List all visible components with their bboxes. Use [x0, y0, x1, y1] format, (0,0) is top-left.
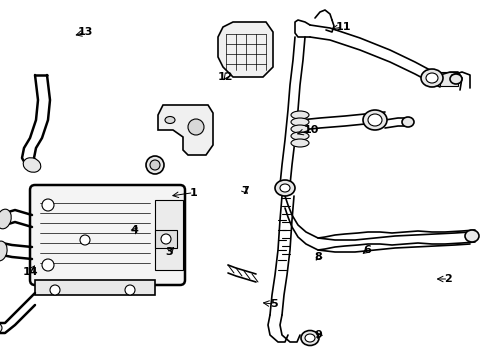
Polygon shape: [218, 22, 273, 77]
Circle shape: [42, 199, 54, 211]
Circle shape: [125, 285, 135, 295]
FancyBboxPatch shape: [35, 280, 155, 295]
Ellipse shape: [165, 117, 175, 123]
Text: 8: 8: [315, 252, 322, 262]
Ellipse shape: [450, 74, 462, 84]
Ellipse shape: [280, 184, 290, 192]
Text: 6: 6: [364, 245, 371, 255]
Text: 12: 12: [218, 72, 233, 82]
FancyBboxPatch shape: [155, 200, 183, 270]
Circle shape: [42, 259, 54, 271]
Circle shape: [150, 160, 160, 170]
Ellipse shape: [301, 330, 319, 346]
Circle shape: [188, 119, 204, 135]
Text: 7: 7: [241, 186, 249, 196]
Circle shape: [50, 285, 60, 295]
Ellipse shape: [0, 322, 2, 334]
Text: 2: 2: [444, 274, 452, 284]
FancyBboxPatch shape: [440, 72, 458, 86]
Text: 10: 10: [303, 125, 319, 135]
Text: 3: 3: [165, 247, 173, 257]
Circle shape: [146, 156, 164, 174]
Ellipse shape: [291, 111, 309, 119]
Ellipse shape: [291, 118, 309, 126]
Ellipse shape: [291, 125, 309, 133]
Ellipse shape: [421, 69, 443, 87]
Ellipse shape: [0, 209, 11, 229]
FancyBboxPatch shape: [155, 230, 177, 248]
FancyBboxPatch shape: [30, 185, 185, 285]
Text: 11: 11: [335, 22, 351, 32]
Polygon shape: [158, 105, 213, 155]
Text: 5: 5: [270, 299, 278, 309]
Ellipse shape: [402, 117, 414, 127]
Text: 4: 4: [131, 225, 139, 235]
Text: 13: 13: [78, 27, 94, 37]
Circle shape: [80, 235, 90, 245]
Ellipse shape: [465, 230, 479, 242]
Ellipse shape: [363, 110, 387, 130]
Ellipse shape: [368, 114, 382, 126]
Ellipse shape: [305, 334, 315, 342]
Ellipse shape: [0, 241, 7, 261]
Text: 1: 1: [190, 188, 197, 198]
Ellipse shape: [23, 158, 41, 172]
Ellipse shape: [275, 180, 295, 196]
Circle shape: [161, 234, 171, 244]
Text: 9: 9: [315, 330, 322, 340]
Text: 14: 14: [23, 267, 38, 277]
Ellipse shape: [291, 139, 309, 147]
Ellipse shape: [426, 73, 438, 83]
Ellipse shape: [291, 132, 309, 140]
